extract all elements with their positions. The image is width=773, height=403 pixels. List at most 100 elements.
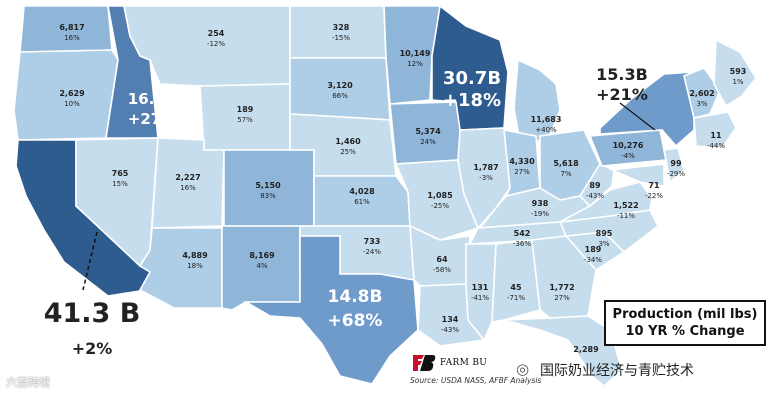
state-change-la: -43%	[441, 326, 459, 334]
state-change-nd: -15%	[332, 34, 350, 42]
farm-bureau-logo	[413, 355, 436, 371]
state-value-nc: 895	[596, 229, 613, 238]
state-value-vt: 2,602	[689, 89, 714, 98]
state-md	[608, 163, 665, 187]
state-value-nj-de: 99	[670, 159, 682, 168]
state-change-wy: 57%	[237, 116, 253, 124]
state-value-ok: 733	[364, 237, 381, 246]
state-value-la: 134	[442, 315, 459, 324]
state-nj-de	[663, 147, 685, 184]
state-change-nv: 15%	[112, 180, 128, 188]
state-fl	[503, 315, 623, 388]
state-value-md: 71	[648, 181, 660, 190]
state-value-ny: 15.3B	[596, 65, 648, 84]
source-note: Source: USDA NASS, AFBF Analysis	[410, 376, 542, 385]
state-value-ia: 5,374	[415, 127, 441, 136]
state-value-ga: 1,772	[549, 283, 574, 292]
state-value-or: 2,629	[59, 89, 85, 98]
state-value-mn: 10,149	[400, 49, 431, 58]
state-change-oh: 7%	[560, 170, 571, 178]
state-change-ks: 61%	[354, 198, 370, 206]
state-value-ks: 4,028	[349, 187, 375, 196]
state-shapes	[13, 4, 757, 388]
state-value-ne: 1,460	[335, 137, 361, 146]
state-value-tx: 14.8B	[328, 287, 383, 307]
state-value-il: 1,787	[473, 163, 498, 172]
state-al	[491, 239, 541, 323]
state-value-fl: 2,289	[573, 345, 599, 354]
state-value-sd: 3,120	[327, 81, 353, 90]
state-change-nj-de: -29%	[667, 170, 685, 178]
state-change-tn: -36%	[513, 240, 531, 248]
legend-box: Production (mil lbs) 10 YR % Change	[604, 300, 766, 346]
state-change-sd: 66%	[332, 92, 348, 100]
farm-bureau-brand: FARM BU	[440, 358, 488, 368]
state-ny	[599, 71, 695, 148]
state-change-az: 18%	[187, 262, 203, 270]
state-change-ia: 24%	[420, 138, 436, 146]
state-change-ky: -19%	[531, 210, 549, 218]
state-value-mt: 254	[208, 29, 225, 38]
state-change-mi: +40%	[535, 126, 557, 134]
state-value-va: 1,522	[613, 201, 638, 210]
state-tx	[243, 235, 419, 385]
state-value-tn: 542	[514, 229, 531, 238]
state-change-il: -3%	[479, 174, 493, 182]
state-value-sc: 189	[585, 245, 602, 254]
state-value-wy: 189	[237, 105, 254, 114]
state-value-wv: 89	[589, 181, 601, 190]
state-change-mo: -25%	[431, 202, 449, 210]
state-change-id: +27%	[128, 110, 176, 128]
legend-line-1: Production (mil lbs)	[612, 307, 758, 322]
state-change-ga: 27%	[554, 294, 570, 302]
state-value-ky: 938	[532, 199, 549, 208]
state-value-nm: 8,169	[249, 251, 275, 260]
state-value-mo: 1,085	[427, 191, 453, 200]
state-change-ne: 25%	[340, 148, 356, 156]
state-nd	[289, 5, 387, 59]
new-york-callout-line	[619, 102, 656, 131]
state-change-wi: +18%	[443, 90, 501, 111]
state-change-wv: -43%	[586, 192, 604, 200]
state-value-in: 4,330	[509, 157, 535, 166]
state-ne-new-england	[693, 111, 737, 149]
watermark-left: 六畜跨境	[6, 376, 50, 389]
state-labels: 6,817 16% 2,629 10% 41.3 B +2% 16.2B +27% 765 15%…	[44, 23, 747, 358]
state-value-mi: 11,683	[531, 115, 562, 124]
state-change-mt: -12%	[207, 40, 225, 48]
state-change-ut: 16%	[180, 184, 196, 192]
state-change-nc: 3%	[598, 240, 609, 248]
state-az	[138, 227, 223, 309]
wechat-icon: ◎	[516, 360, 530, 378]
state-vt	[683, 67, 721, 119]
state-me	[713, 38, 757, 108]
state-change-tx: +68%	[328, 311, 383, 331]
california-callout-line	[82, 231, 98, 291]
state-change-co: 83%	[260, 192, 276, 200]
state-change-me: 1%	[732, 78, 743, 86]
state-change-ny: +21%	[596, 85, 648, 104]
state-change-ms: -41%	[471, 294, 489, 302]
state-value-ar: 64	[436, 255, 448, 264]
state-change-nm: 4%	[256, 262, 267, 270]
state-value-ut: 2,227	[175, 173, 200, 182]
state-value-wa: 6,817	[59, 23, 84, 32]
state-change-or: 10%	[64, 100, 80, 108]
watermark-right: 国际奶业经济与青贮技术	[540, 363, 694, 379]
state-ut	[151, 137, 225, 229]
state-value-ca: 41.3 B	[44, 298, 141, 329]
state-wv	[578, 162, 615, 208]
state-change-al: -71%	[507, 294, 525, 302]
state-value-ne-new-england: 11	[710, 131, 722, 140]
state-value-nv: 765	[112, 169, 129, 178]
state-value-id: 16.2B	[128, 90, 176, 108]
state-value-pa: 10,276	[613, 141, 644, 150]
state-value-az: 4,889	[182, 251, 208, 260]
state-change-pa: -4%	[621, 152, 635, 160]
state-change-va: -11%	[617, 212, 635, 220]
state-value-oh: 5,618	[553, 159, 579, 168]
state-value-wi: 30.7B	[443, 68, 501, 89]
state-value-nd: 328	[333, 23, 350, 32]
state-change-ar: -58%	[433, 266, 451, 274]
